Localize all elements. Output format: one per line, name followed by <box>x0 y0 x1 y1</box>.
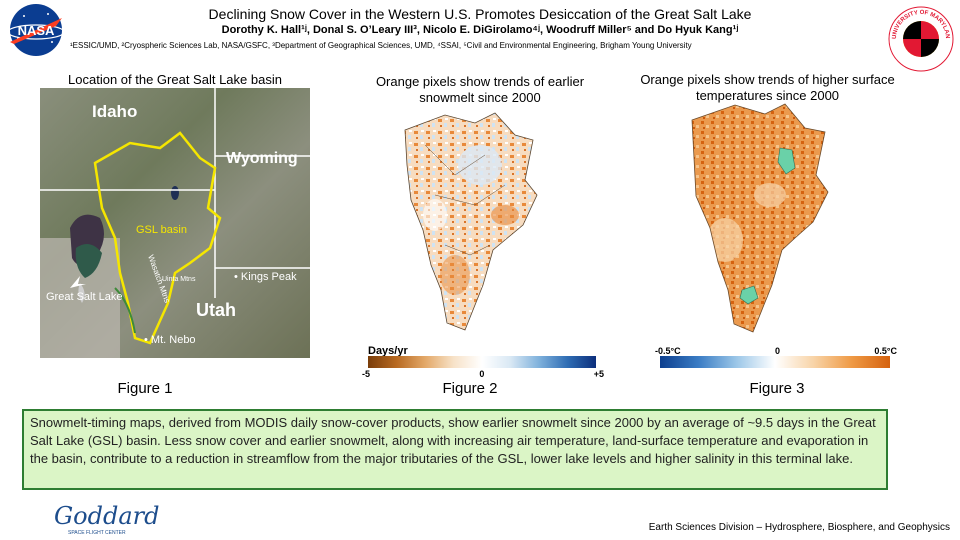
poster-title: Declining Snow Cover in the Western U.S.… <box>208 6 752 22</box>
map-label-uinta: Uinta Mtns <box>162 276 196 283</box>
colorbar-tick: 0 <box>479 369 485 379</box>
goddard-logo: Goddard SPACE FLIGHT CENTER <box>54 502 160 536</box>
colorbar-tick: 0 <box>774 346 780 356</box>
affiliations: ¹ESSIC/UMD, ²Cryospheric Sciences Lab, N… <box>70 41 692 50</box>
figure-3-caption: Orange pixels show trends of higher surf… <box>640 72 895 103</box>
figure-3-label: Figure 3 <box>749 380 805 397</box>
colorbar-tick: -5 <box>362 369 371 379</box>
figure-2-caption: Orange pixels show trends of earlier sno… <box>375 74 585 105</box>
figure-2-snowmelt-trend-map <box>404 112 538 331</box>
figure-1-basin-map: Idaho Wyoming GSL basin Wasatch Mtns Uin… <box>40 88 310 358</box>
map-label-idaho: Idaho <box>92 102 137 121</box>
footer-division: Earth Sciences Division – Hydrosphere, B… <box>648 522 950 533</box>
figure-1-label: Figure 1 <box>117 380 173 397</box>
authors: Dorothy K. Hall¹ʲ, Donal S. O’Leary III³… <box>221 24 739 36</box>
svg-text:NASA: NASA <box>18 23 55 38</box>
figure-3-colorbar <box>660 356 890 368</box>
lake-pointer-arrow <box>70 276 86 288</box>
figure-1-caption: Location of the Great Salt Lake basin <box>68 72 282 87</box>
colorbar-tick: 0.5°C <box>874 346 897 356</box>
figure-2-colorbar <box>368 356 596 368</box>
figure-2-label: Figure 2 <box>442 380 498 397</box>
svg-text:SPACE FLIGHT CENTER: SPACE FLIGHT CENTER <box>68 530 126 536</box>
figure-3-colorbar-ticks: -0.5°C 0 0.5°C <box>655 346 897 356</box>
figure-2-colorbar-ticks: -5 0 +5 <box>362 369 604 379</box>
map-label-mt-nebo: • Mt. Nebo <box>144 334 196 346</box>
figure-3-temperature-trend-map <box>691 103 829 333</box>
map-label-great-salt-lake: Great Salt Lake <box>46 291 122 303</box>
map-label-utah: Utah <box>196 300 236 320</box>
map-label-wyoming: Wyoming <box>226 150 298 167</box>
nasa-logo: NASA <box>7 4 65 56</box>
map-label-kings-peak: • Kings Peak <box>234 271 297 283</box>
map-label-gsl-basin: GSL basin <box>136 224 187 236</box>
colorbar-tick: -0.5°C <box>655 346 681 356</box>
figure-2-colorbar-title: Days/yr <box>368 345 408 357</box>
summary-box: Snowmelt-timing maps, derived from MODIS… <box>22 409 888 490</box>
svg-text:Goddard: Goddard <box>54 502 160 530</box>
colorbar-tick: +5 <box>593 369 604 379</box>
